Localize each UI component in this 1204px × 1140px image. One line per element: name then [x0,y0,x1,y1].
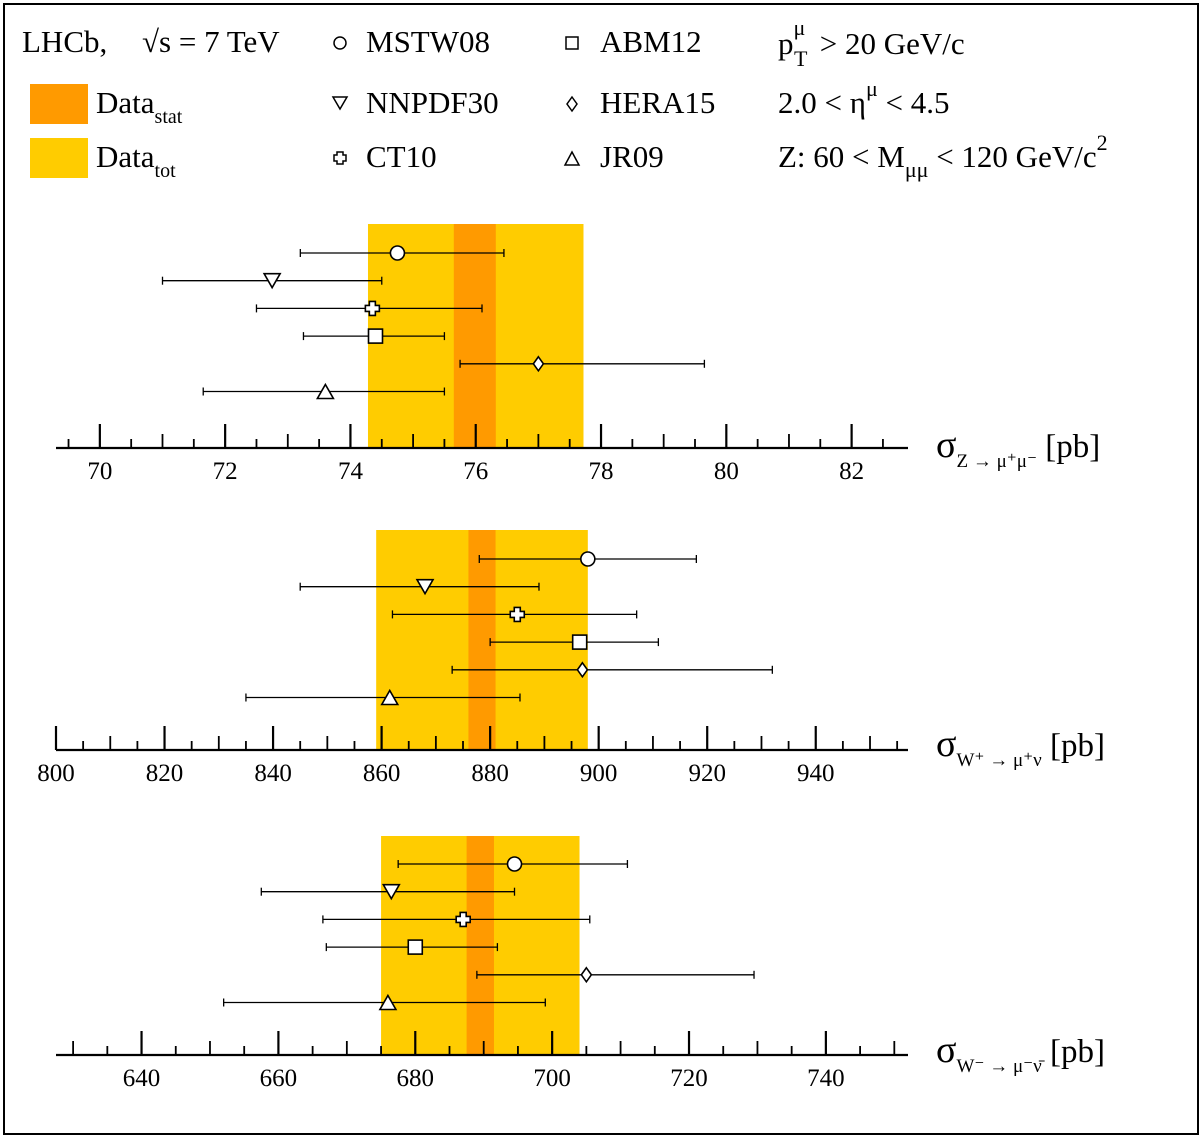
tick-label: 740 [807,1065,845,1092]
panel-wminus-cross-section: 640 660 680 700 720 740 σW⁻ → μ⁻ν̄ [pb] [56,836,1105,1092]
legend-label-stat: Datastat [96,85,183,128]
point-hera15 [576,661,589,679]
energy-label: √s = 7 TeV [142,24,280,59]
tick-label: 700 [533,1065,571,1092]
legend-label-tot: Datatot [96,139,176,182]
legend-marker-mstw08 [333,36,347,50]
tick-label: 640 [123,1065,161,1092]
point-jr09 [380,688,400,706]
tick-label: 76 [463,458,488,485]
legend-model-mstw08: MSTW08 [366,24,490,59]
tick-label: 860 [363,760,401,787]
point-abm12 [571,634,588,650]
legend-marker-abm12 [565,36,579,50]
point-ct10 [509,606,526,623]
legend-model-ct10: CT10 [366,139,437,174]
tick-label: 900 [580,760,618,787]
tick-label: 820 [146,760,184,787]
point-nnpdf30 [262,272,282,290]
tick-label: 80 [714,458,739,485]
axis-title-wplus: σW⁺ → μ⁺ν [pb] [936,723,1105,771]
tick-label: 82 [839,458,864,485]
point-ct10 [364,300,381,317]
tick-label: 880 [471,760,509,787]
legend-marker-hera15 [566,95,578,113]
legend-swatch-tot [30,138,88,178]
tick-label: 680 [397,1065,435,1092]
tick-label: 72 [213,458,238,485]
point-jr09 [316,382,335,400]
point-mstw08 [389,245,406,261]
legend-model-nnpdf30: NNPDF30 [366,85,499,120]
axis-title-wminus: σW⁻ → μ⁻ν̄ [pb] [936,1029,1105,1077]
tick-label: 70 [87,458,112,485]
energy-value: s = 7 TeV [159,24,280,59]
frame [3,3,1199,1135]
tick-label: 720 [670,1065,708,1092]
point-jr09 [378,993,398,1011]
legend-model-abm12: ABM12 [600,24,702,59]
data-stat-band [453,224,496,448]
sqrt-sign: √ [142,24,159,59]
panel-wplus-cross-section: 800 820 840 860 880 900 920 940 σW⁺ → μ⁺ν [pb] [37,530,1105,787]
legend-swatch-stat [30,84,88,124]
tick-label: 660 [260,1065,298,1092]
data-stat-band [468,530,496,750]
legend-marker-nnpdf30 [331,96,349,111]
point-abm12 [407,939,424,955]
point-ct10 [455,911,471,928]
panel-z-cross-section: 70 72 74 76 78 80 82 σZ → μ⁺μ⁻ [pb] [56,224,1100,485]
cut-mass: Z: 60 < Mμμ < 120 GeV/c2 [778,130,1108,182]
point-hera15 [580,966,593,984]
tick-label: 78 [589,458,614,485]
tick-label: 940 [797,760,835,787]
point-abm12 [367,328,384,344]
tick-label: 74 [338,458,364,485]
data-stat-band [466,836,494,1055]
tick-label: 840 [254,760,292,787]
legend-model-jr09: JR09 [600,139,664,174]
legend-model-hera15: HERA15 [600,85,715,120]
point-nnpdf30 [415,578,435,596]
point-hera15 [532,355,545,373]
tick-label: 920 [688,760,726,787]
legend-marker-jr09 [563,150,581,166]
point-nnpdf30 [381,883,401,901]
point-mstw08 [506,856,523,872]
experiment-label: LHCb, [22,24,107,59]
cut-pt: pμ T > 20 GeV/c [778,15,965,71]
point-mstw08 [580,551,596,567]
legend-marker-ct10 [333,151,347,165]
legend: LHCb, √s = 7 TeV Datastat Datatot MSTW08… [22,15,1108,182]
tick-label: 800 [37,760,75,787]
cut-eta: 2.0 < ημ < 4.5 [778,76,949,120]
axis-title-z: σZ → μ⁺μ⁻ [pb] [936,424,1100,472]
